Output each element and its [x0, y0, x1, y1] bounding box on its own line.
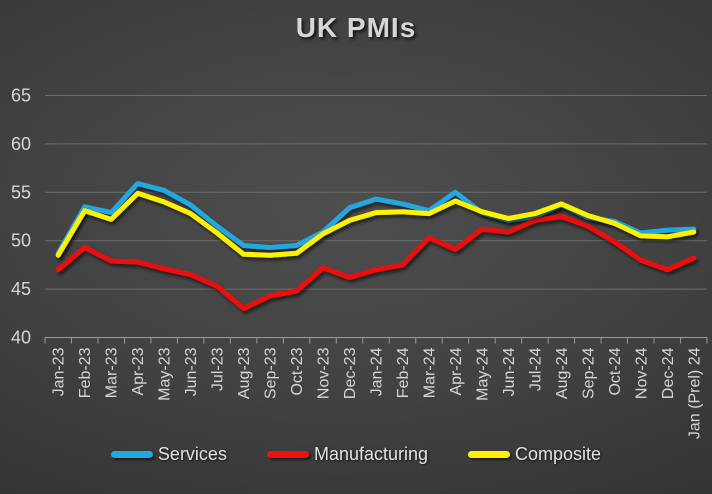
- x-axis-label: Aug-23: [236, 347, 253, 399]
- services-line-swatch-icon: [110, 451, 153, 458]
- x-axis-label: Oct-24: [607, 347, 624, 395]
- series-line-composite: [55, 190, 697, 258]
- x-axis-label: Sep-23: [263, 347, 280, 399]
- x-axis-label: May-23: [157, 347, 174, 400]
- x-axis-label: Jul-24: [527, 347, 544, 391]
- y-axis-label: 45: [11, 279, 31, 299]
- chart-legend: Services Manufacturing Composite: [0, 444, 712, 465]
- x-axis-label: Jan-23: [51, 347, 68, 396]
- manufacturing-line-swatch-icon: [266, 451, 309, 458]
- series-line-manufacturing: [55, 214, 697, 311]
- x-axis-label: Mar-24: [421, 347, 438, 398]
- y-axis-label: 60: [11, 134, 31, 154]
- x-axis-label: Nov-24: [633, 347, 650, 399]
- x-axis-label: Jun-23: [183, 347, 200, 396]
- x-axis-label: Jan-24: [369, 347, 386, 396]
- x-axis-label: Dec-23: [342, 347, 359, 399]
- x-axis-label: Mar-23: [104, 347, 121, 398]
- x-axis-label: Sep-24: [580, 347, 597, 399]
- y-axis-label: 55: [11, 182, 31, 202]
- x-axis-label: Feb-23: [77, 347, 94, 398]
- y-axis-label: 65: [11, 86, 31, 106]
- chart-title: UK PMIs: [295, 12, 417, 43]
- x-axis-label: Nov-23: [316, 347, 333, 399]
- legend-label-composite: Composite: [515, 444, 602, 464]
- legend-item-manufacturing: Manufacturing: [266, 444, 429, 465]
- x-axis-label: Aug-24: [554, 347, 571, 399]
- y-axis-label: 50: [11, 231, 31, 251]
- x-axis-label: Jun-24: [501, 347, 518, 396]
- x-axis-label: Jul-23: [210, 347, 227, 391]
- composite-line-swatch-icon: [468, 451, 511, 458]
- x-axis-label: Feb-24: [395, 347, 412, 398]
- y-axis-label: 40: [11, 328, 31, 348]
- legend-label-services: Services: [157, 444, 227, 464]
- x-axis-label: Apr-24: [448, 347, 465, 395]
- x-axis-label: May-24: [474, 347, 491, 400]
- x-axis-label: Jan (Prel) 24: [686, 347, 703, 439]
- x-axis-label: Apr-23: [130, 347, 147, 395]
- legend-item-composite: Composite: [468, 444, 601, 465]
- legend-item-services: Services: [110, 444, 227, 465]
- x-axis-label: Dec-24: [660, 347, 677, 399]
- legend-label-manufacturing: Manufacturing: [313, 444, 429, 464]
- x-axis-label: Oct-23: [289, 347, 306, 395]
